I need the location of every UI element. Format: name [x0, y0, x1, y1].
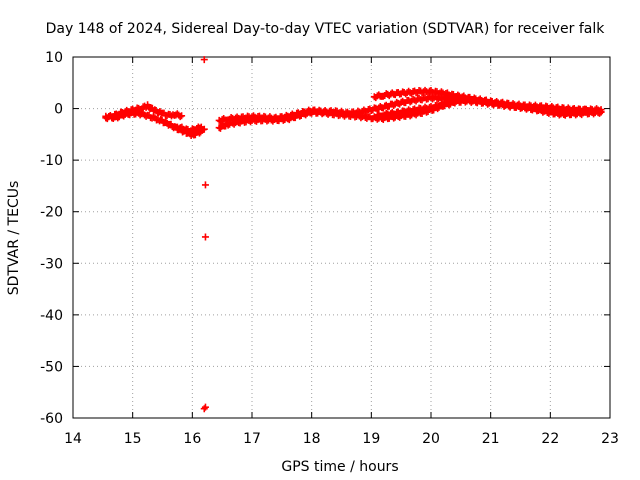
data-point [201, 233, 209, 241]
data-point [178, 112, 186, 120]
data-points [102, 56, 605, 413]
y-tick-label: -40 [40, 308, 63, 324]
x-tick-label: 21 [482, 431, 500, 447]
x-tick-label: 23 [601, 431, 619, 447]
y-tick-label: 0 [54, 102, 63, 118]
series-track-f [370, 86, 605, 116]
series-track-b [102, 108, 208, 140]
x-tick-label: 16 [183, 431, 201, 447]
x-tick-label: 20 [422, 431, 440, 447]
y-tick-label: 10 [45, 50, 63, 66]
data-point [597, 108, 605, 116]
series-track-a [102, 101, 186, 123]
y-tick-label: -10 [40, 153, 63, 169]
series-track-g [370, 98, 459, 122]
chart-title: Day 148 of 2024, Sidereal Day-to-day VTE… [46, 21, 606, 37]
data-point [196, 124, 204, 132]
data-point [200, 405, 208, 413]
x-tick-label: 15 [124, 431, 142, 447]
data-point [176, 113, 184, 121]
y-tick-label: -30 [40, 256, 63, 272]
y-tick-label: -20 [40, 205, 63, 221]
x-tick-label: 17 [243, 431, 261, 447]
data-point [200, 56, 208, 64]
x-tick-label: 14 [64, 431, 82, 447]
data-point [201, 403, 209, 411]
x-tick-label: 19 [362, 431, 380, 447]
series-outliers-near-16.2h [200, 56, 209, 413]
plot-frame [72, 56, 611, 419]
data-point [201, 181, 209, 189]
data-point [451, 98, 459, 106]
x-tick-label: 18 [303, 431, 321, 447]
x-tick-label: 22 [541, 431, 559, 447]
axis-ticks [72, 56, 611, 419]
y-tick-labels: 10 0 -10 -20 -30 -40 -50 -60 [40, 50, 63, 427]
y-tick-label: -50 [40, 359, 63, 375]
x-axis-label: GPS time / hours [281, 459, 398, 475]
y-tick-label: -60 [40, 411, 63, 427]
data-point [596, 108, 604, 116]
series-track-c [173, 123, 205, 136]
x-tick-labels: 14 15 16 17 18 19 20 21 22 23 [64, 431, 619, 447]
data-point [197, 123, 205, 131]
y-axis-label: SDTVAR / TECUs [6, 181, 22, 296]
